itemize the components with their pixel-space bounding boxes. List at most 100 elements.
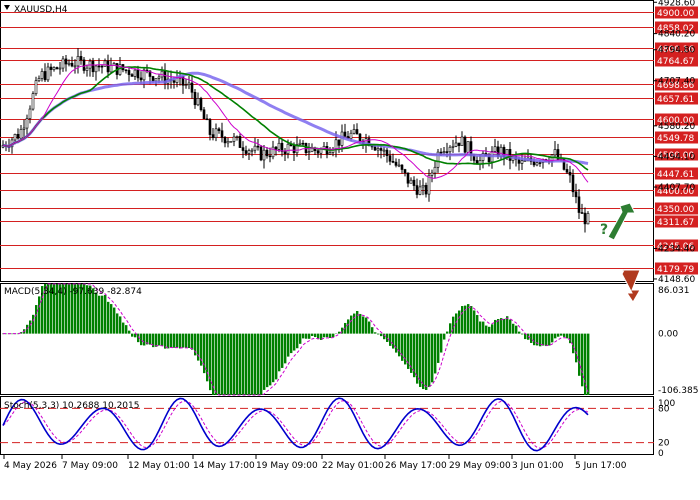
price-tick-label: 4580.20: [658, 122, 695, 132]
candle-body: [316, 150, 320, 154]
time-tick-label: 4 May 2026: [4, 461, 57, 471]
candle-body: [64, 58, 68, 65]
macd-bar: [443, 333, 446, 340]
candle-body: [565, 169, 569, 173]
macd-bar: [419, 333, 422, 387]
macd-bar: [92, 288, 95, 334]
candle-body: [196, 98, 200, 106]
candle-body: [103, 60, 107, 67]
candle-body: [229, 140, 233, 143]
macd-bar: [497, 319, 500, 334]
candle-body: [31, 93, 35, 110]
macd-bar: [365, 317, 368, 334]
candle-body: [298, 142, 302, 145]
macd-bar: [341, 327, 344, 334]
candle-body: [52, 67, 56, 70]
candle-body: [244, 150, 248, 154]
macd-bar: [578, 333, 581, 376]
macd-bar: [83, 284, 86, 334]
candle-body: [82, 59, 86, 71]
candle-body: [403, 169, 407, 174]
macd-bar: [389, 333, 392, 346]
macd-bar: [152, 333, 155, 348]
macd-bar: [293, 333, 296, 351]
candle-body: [13, 134, 17, 141]
candle-body: [277, 142, 281, 150]
stoch-signal-line: [2, 400, 589, 449]
macd-bar: [224, 333, 227, 395]
candle-body: [28, 108, 32, 119]
macd-bar: [521, 333, 524, 335]
macd-bar: [542, 333, 545, 346]
macd-bar: [287, 333, 290, 357]
candle-body: [400, 164, 404, 170]
candle-body: [25, 118, 29, 129]
candle-body: [385, 149, 389, 156]
macd-bar: [461, 306, 464, 334]
macd-bar: [41, 286, 44, 334]
candle-body: [151, 76, 155, 82]
macd-bar: [119, 316, 122, 334]
candle-body: [319, 148, 323, 154]
level-label: 4447.61: [657, 170, 694, 180]
candle-body: [67, 62, 71, 65]
candle-body: [208, 119, 212, 135]
macd-bar: [206, 333, 209, 382]
candle-body: [55, 67, 59, 70]
level-label: 4311.67: [657, 218, 694, 228]
time-tick-label: 5 Jun 17:00: [575, 461, 627, 471]
candle-body: [124, 69, 128, 72]
macd-bar: [29, 320, 32, 334]
candle-body: [391, 161, 395, 163]
macd-bar: [332, 333, 335, 338]
macd-bar: [434, 333, 437, 374]
level-label-box: [655, 202, 698, 215]
candle-body: [295, 144, 299, 154]
macd-bar: [98, 295, 101, 334]
macd-bar: [404, 333, 407, 365]
macd-bar: [50, 284, 53, 334]
macd-bar: [218, 333, 221, 395]
macd-bar: [68, 284, 71, 334]
macd-bar: [284, 333, 287, 364]
macd-bar: [242, 333, 245, 395]
candle-body: [535, 162, 539, 166]
candle-body: [358, 133, 362, 142]
candle-body: [457, 142, 461, 146]
level-label: 4500.00: [657, 151, 694, 161]
candle-body: [460, 136, 464, 146]
macd-bar: [323, 333, 326, 338]
candle-body: [91, 60, 95, 73]
macd-bar: [314, 333, 317, 338]
scenario-arrows: ? ?: [600, 202, 641, 303]
macd-bar: [485, 325, 488, 334]
candle-body: [256, 145, 260, 148]
candle-body: [382, 149, 386, 152]
macd-bar: [476, 315, 479, 334]
time-tick-label: 7 May 09:00: [62, 461, 118, 471]
price-panel-frame: [0, 0, 654, 282]
price-axis: 4928.60 4840.20 4794.80 4707.40 4580.20 4494.…: [654, 0, 695, 285]
macd-bar: [209, 333, 212, 391]
macd-bar: [110, 304, 113, 334]
macd-bar: [437, 333, 440, 363]
candle-body: [292, 145, 296, 154]
time-tick-label: 19 May 09:00: [256, 461, 318, 471]
candle-body: [76, 56, 80, 67]
level-label: 4350.00: [657, 205, 694, 215]
macd-bar: [308, 333, 311, 339]
macd-bar: [200, 333, 203, 366]
macd-bar: [488, 326, 491, 334]
candle-body: [238, 136, 242, 148]
level-label-box: [655, 54, 698, 67]
candle-body: [37, 78, 41, 82]
arrow-down-icon: [621, 269, 641, 303]
level-label: 4549.78: [657, 134, 694, 144]
macd-bar: [47, 284, 50, 334]
candle-body: [466, 141, 470, 153]
macd-bar: [248, 333, 251, 395]
time-tick-label: 22 May 01:00: [322, 461, 384, 471]
macd-bar: [170, 333, 173, 348]
macd-bar: [11, 333, 14, 335]
